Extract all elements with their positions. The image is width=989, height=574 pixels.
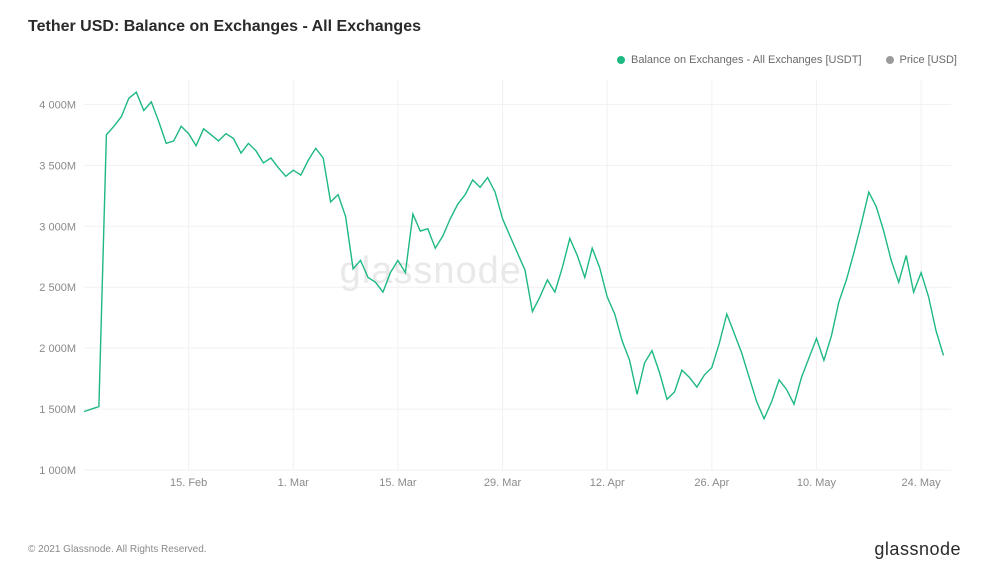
svg-text:4 000M: 4 000M bbox=[39, 99, 76, 111]
chart-container: Tether USD: Balance on Exchanges - All E… bbox=[28, 18, 961, 530]
svg-text:10. May: 10. May bbox=[797, 477, 837, 489]
legend-label-balance: Balance on Exchanges - All Exchanges [US… bbox=[631, 54, 862, 66]
svg-text:3 500M: 3 500M bbox=[39, 160, 76, 172]
svg-text:24. May: 24. May bbox=[902, 477, 942, 489]
svg-text:12. Apr: 12. Apr bbox=[590, 477, 625, 489]
footer: © 2021 Glassnode. All Rights Reserved. g… bbox=[28, 539, 961, 560]
svg-text:29. Mar: 29. Mar bbox=[484, 477, 522, 489]
legend-dot-price-icon bbox=[886, 56, 894, 64]
svg-text:15. Feb: 15. Feb bbox=[170, 477, 207, 489]
copyright-text: © 2021 Glassnode. All Rights Reserved. bbox=[28, 544, 207, 555]
plot-area: Balance on Exchanges - All Exchanges [US… bbox=[28, 56, 961, 496]
svg-text:2 000M: 2 000M bbox=[39, 343, 76, 355]
svg-text:1 000M: 1 000M bbox=[39, 465, 76, 477]
chart-svg: 1 000M 1 500M 2 000M 2 500M 3 000M 3 500M 4 00… bbox=[28, 72, 961, 496]
svg-text:1. Mar: 1. Mar bbox=[278, 477, 310, 489]
legend-item-price: Price [USD] bbox=[886, 54, 957, 66]
legend-label-price: Price [USD] bbox=[900, 54, 957, 66]
legend-item-balance: Balance on Exchanges - All Exchanges [US… bbox=[617, 54, 862, 66]
legend-dot-balance-icon bbox=[617, 56, 625, 64]
brand-logo: glassnode bbox=[874, 539, 961, 560]
svg-text:15. Mar: 15. Mar bbox=[379, 477, 417, 489]
svg-text:glassnode: glassnode bbox=[340, 250, 522, 292]
legend: Balance on Exchanges - All Exchanges [US… bbox=[617, 54, 957, 66]
svg-text:26. Apr: 26. Apr bbox=[694, 477, 729, 489]
svg-text:1 500M: 1 500M bbox=[39, 404, 76, 416]
svg-text:3 000M: 3 000M bbox=[39, 221, 76, 233]
svg-text:2 500M: 2 500M bbox=[39, 282, 76, 294]
chart-title: Tether USD: Balance on Exchanges - All E… bbox=[28, 18, 961, 36]
